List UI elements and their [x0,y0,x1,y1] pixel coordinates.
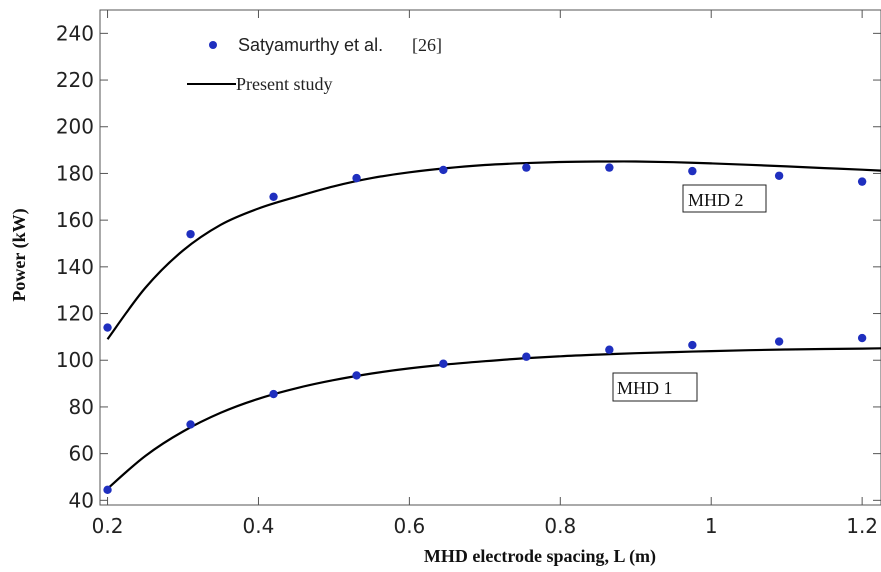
annotation-box-mhd2 [682,184,767,213]
y-tick-label: 240 [56,21,94,45]
y-tick-label: 120 [56,302,94,326]
data-point-satyamurthy [186,229,195,239]
x-tick-label: 0.6 [393,514,425,538]
y-tick-label: 200 [56,115,94,139]
data-point-satyamurthy [269,192,278,201]
series-line-present-study [106,347,881,490]
data-point-satyamurthy [522,163,531,172]
series-line-present-study [106,160,881,340]
y-tick-label: 220 [56,68,94,92]
data-point-satyamurthy [269,389,278,399]
x-tick-label: 0.4 [243,514,275,538]
data-point-satyamurthy [352,371,361,380]
x-tick-label: 1.2 [846,514,878,538]
x-axis-title: MHD electrode spacing, L (m) [424,546,656,567]
series-points [103,163,867,495]
y-axis-title: Power (kW) [9,208,30,301]
annotation-box-mhd1 [612,372,698,402]
y-tick-label: 80 [69,395,94,419]
x-tick-label: 0.8 [544,514,576,538]
annotation-text-mhd2: MHD 2 [688,190,744,210]
data-point-satyamurthy [186,420,195,429]
x-tick-label: 1 [705,514,718,538]
data-point-satyamurthy [522,352,531,361]
x-tick-label: 0.2 [92,514,124,538]
y-axis: 40 60 80 100 120 140 160 180 200 220 240 [56,21,881,512]
annotation-mhd1: MHD 1 [612,372,698,402]
y-tick-label: 100 [56,348,94,372]
data-point-satyamurthy [857,333,867,343]
legend: Satyamurthy et al. [26] Present study [187,35,442,94]
y-tick-label: 140 [56,255,94,279]
y-tick-label: 180 [56,161,94,185]
annotation-text-mhd1: MHD 1 [617,378,673,398]
data-point-satyamurthy [103,323,112,332]
plot-frame [99,9,881,506]
legend-label-present-study: Present study [236,74,333,94]
y-tick-label: 160 [56,208,94,232]
y-tick-label: 40 [69,488,94,512]
x-axis: 0.2 0.4 0.6 0.8 1 1.2 [92,10,878,538]
data-point-satyamurthy [605,163,614,172]
series-lines [106,160,881,490]
data-point-satyamurthy [352,173,361,183]
annotation-mhd2: MHD 2 [682,184,767,213]
data-point-satyamurthy [774,171,784,180]
data-point-satyamurthy [774,337,784,346]
legend-dot-marker [209,41,217,49]
legend-label-satyamurthy: Satyamurthy et al. [238,35,383,55]
data-point-satyamurthy [439,359,448,368]
data-point-satyamurthy [857,177,867,186]
legend-ref-satyamurthy: [26] [412,35,442,55]
data-point-satyamurthy [103,485,112,495]
data-point-satyamurthy [688,340,697,350]
data-point-satyamurthy [439,165,448,175]
data-point-satyamurthy [688,166,697,176]
y-tick-label: 60 [69,442,94,466]
data-point-satyamurthy [605,345,614,354]
